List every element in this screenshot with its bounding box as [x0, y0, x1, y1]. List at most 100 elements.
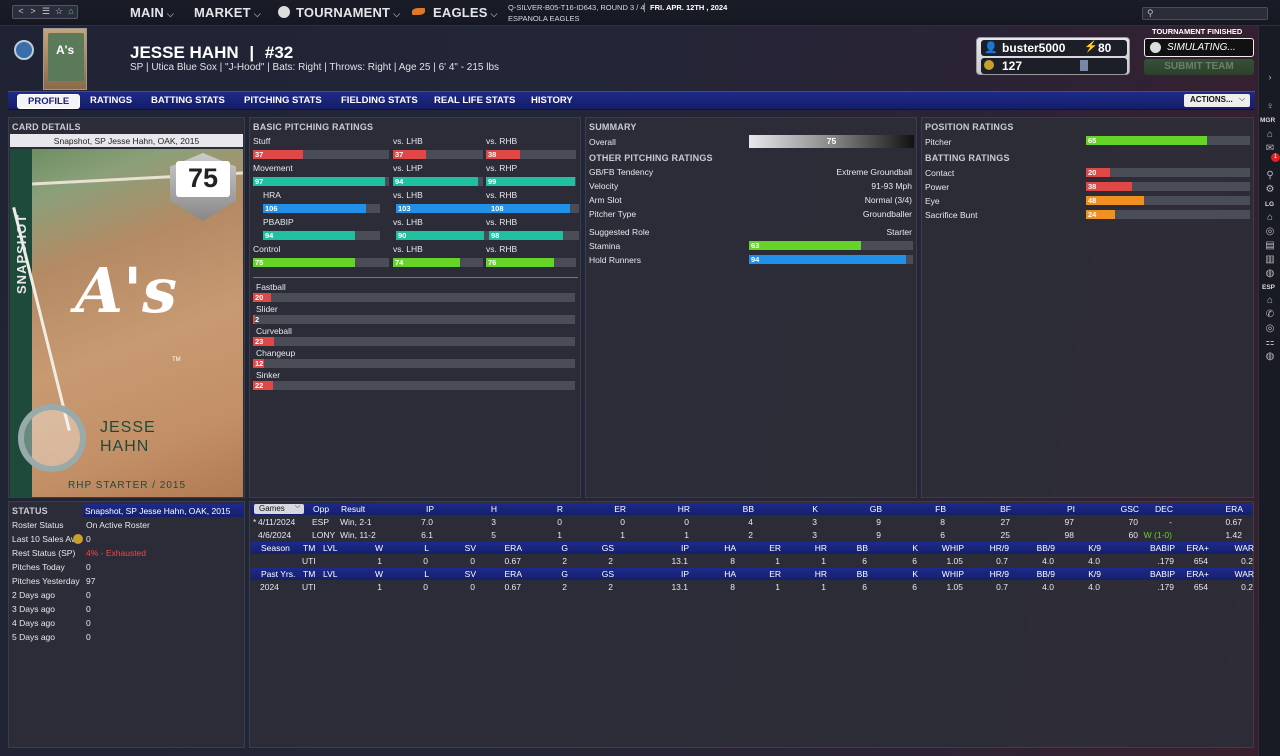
gear-icon[interactable]: ⚙: [1265, 184, 1275, 195]
bar-fill: [486, 150, 521, 159]
game-cell: ESP: [312, 517, 330, 527]
bar-value: 65: [1088, 136, 1097, 145]
pitching-group-label: Movement: [253, 163, 293, 173]
batting-bar: 38: [1086, 182, 1250, 191]
bar-value: 22: [255, 381, 264, 390]
menu-main[interactable]: MAIN ⌵: [130, 5, 174, 20]
overall-bar: 75: [749, 135, 914, 148]
user-panel: 👤 buster5000 ⚡ 80 127: [976, 37, 1130, 75]
pitch-bar: 12: [253, 359, 575, 368]
phone-icon[interactable]: ✆: [1265, 309, 1275, 320]
tab-batting-stats[interactable]: BATTING STATS: [151, 95, 225, 106]
split-label: vs. LHB: [393, 190, 423, 200]
past-cell: 0.67: [504, 582, 521, 592]
past-cell: 1: [377, 582, 382, 592]
status-label: 5 Days ago: [12, 632, 55, 642]
baseball-icon[interactable]: ◍: [1265, 268, 1275, 279]
search-input[interactable]: ⚲: [1142, 7, 1268, 20]
simulating-button[interactable]: SIMULATING...: [1144, 38, 1254, 57]
bar-fill: [253, 177, 385, 186]
pitch-bar: 23: [253, 337, 575, 346]
team-home-icon[interactable]: ⌂: [1266, 295, 1274, 306]
coin-icon: [73, 534, 83, 544]
game-cell: 3: [812, 530, 817, 540]
roster-icon[interactable]: ⚏: [1265, 337, 1275, 348]
home-icon[interactable]: ⌂: [68, 6, 74, 16]
split-label: vs. RHB: [486, 217, 518, 227]
past-header-cell: BB: [856, 569, 868, 579]
target-icon[interactable]: ◎: [1265, 226, 1275, 237]
stats-icon[interactable]: ▥: [1265, 254, 1275, 265]
overall-value: 75: [826, 136, 837, 146]
game-mark: *: [253, 517, 257, 527]
menu-market[interactable]: MARKET ⌵: [194, 5, 261, 20]
esp-label: ESP: [1262, 284, 1276, 291]
bar-fill: [489, 231, 563, 240]
menu-icon[interactable]: ☰: [41, 6, 51, 16]
home-icon[interactable]: ⌂: [1266, 129, 1274, 140]
season-header-cell: BB/9: [1036, 543, 1055, 553]
player-card[interactable]: SNAPSHOT 75 A's TM JESSE HAHN RHP STARTE…: [10, 149, 243, 497]
lock-icon[interactable]: ♀: [1266, 101, 1274, 112]
hold-runners-bar: 94: [749, 255, 913, 264]
summary-title: SUMMARY: [589, 122, 637, 132]
player-card-thumbnail[interactable]: A's: [43, 28, 87, 90]
star-icon[interactable]: ☆: [54, 6, 64, 16]
tab-history[interactable]: HISTORY: [531, 95, 573, 106]
status-value: 0: [86, 604, 91, 614]
tab-fielding-stats[interactable]: FIELDING STATS: [341, 95, 418, 106]
game-info: Q-SILVER-B05-T16-ID643, ROUND 3 / 4: [508, 3, 645, 12]
menu-tournament[interactable]: TOURNAMENT ⌵: [278, 5, 400, 20]
bar-fill: [263, 204, 367, 213]
season-cell: 1.05: [946, 556, 963, 566]
batting-bar: 24: [1086, 210, 1250, 219]
game-date[interactable]: 4/6/2024: [258, 530, 292, 540]
status-value: 0: [86, 590, 91, 600]
batting-label: Eye: [925, 196, 940, 206]
forward-icon[interactable]: >: [30, 6, 36, 16]
bar-value: 12: [255, 359, 264, 368]
target-icon[interactable]: ◎: [1265, 323, 1275, 334]
actions-dropdown[interactable]: ACTIONS... ⌵: [1184, 94, 1250, 107]
tab-ratings[interactable]: RATINGS: [90, 95, 133, 106]
collapse-icon[interactable]: ›: [1268, 72, 1272, 82]
game-cell: 9: [876, 517, 881, 527]
game-cell: 6: [940, 530, 945, 540]
games-header-cell: ER: [614, 504, 626, 514]
tab-pitching-stats[interactable]: PITCHING STATS: [244, 95, 322, 106]
tab-profile[interactable]: PROFILE: [17, 94, 81, 109]
news-icon[interactable]: ▤: [1265, 240, 1275, 251]
past-cell: 4.0: [1088, 582, 1100, 592]
mail-icon[interactable]: ✉: [1265, 143, 1275, 154]
past-cell: 1: [775, 582, 780, 592]
games-select[interactable]: Games ⌵: [254, 503, 304, 514]
past-header-cell: IP: [680, 569, 689, 579]
bar-fill: [393, 177, 478, 186]
game-cell: 8: [940, 517, 945, 527]
pitching-bar: 106: [263, 204, 380, 213]
season-cell: 4.0: [1042, 556, 1054, 566]
games-header-cell: Result: [341, 504, 366, 514]
status-label: Pitches Yesterday: [12, 576, 80, 586]
past-cell: 1: [821, 582, 826, 592]
game-cell: 3: [491, 517, 496, 527]
card-pack-icon: [1080, 60, 1088, 71]
menu-eagles[interactable]: EAGLES ⌵: [412, 5, 498, 20]
pitch-label: Sinker: [256, 370, 281, 380]
search-icon[interactable]: ⚲: [1266, 170, 1274, 181]
season-cell: 6: [912, 556, 917, 566]
league-home-icon[interactable]: ⌂: [1266, 212, 1274, 223]
game-date[interactable]: 4/11/2024: [258, 517, 296, 527]
games-header-cell: PI: [1066, 504, 1075, 514]
bar-fill: [1086, 196, 1145, 205]
bar-value: 97: [255, 177, 264, 186]
tab-real-life-stats[interactable]: REAL LIFE STATS: [434, 95, 516, 106]
past-cell: 6: [912, 582, 917, 592]
back-icon[interactable]: <: [18, 6, 24, 16]
submit-team-button[interactable]: SUBMIT TEAM: [1144, 59, 1254, 75]
bar-value: 24: [1088, 210, 1097, 219]
bar-value: 63: [751, 241, 760, 250]
summary-row-value: Extreme Groundball: [836, 167, 912, 177]
game-cell: 4: [748, 517, 753, 527]
ball-icon[interactable]: ◍: [1265, 351, 1275, 362]
